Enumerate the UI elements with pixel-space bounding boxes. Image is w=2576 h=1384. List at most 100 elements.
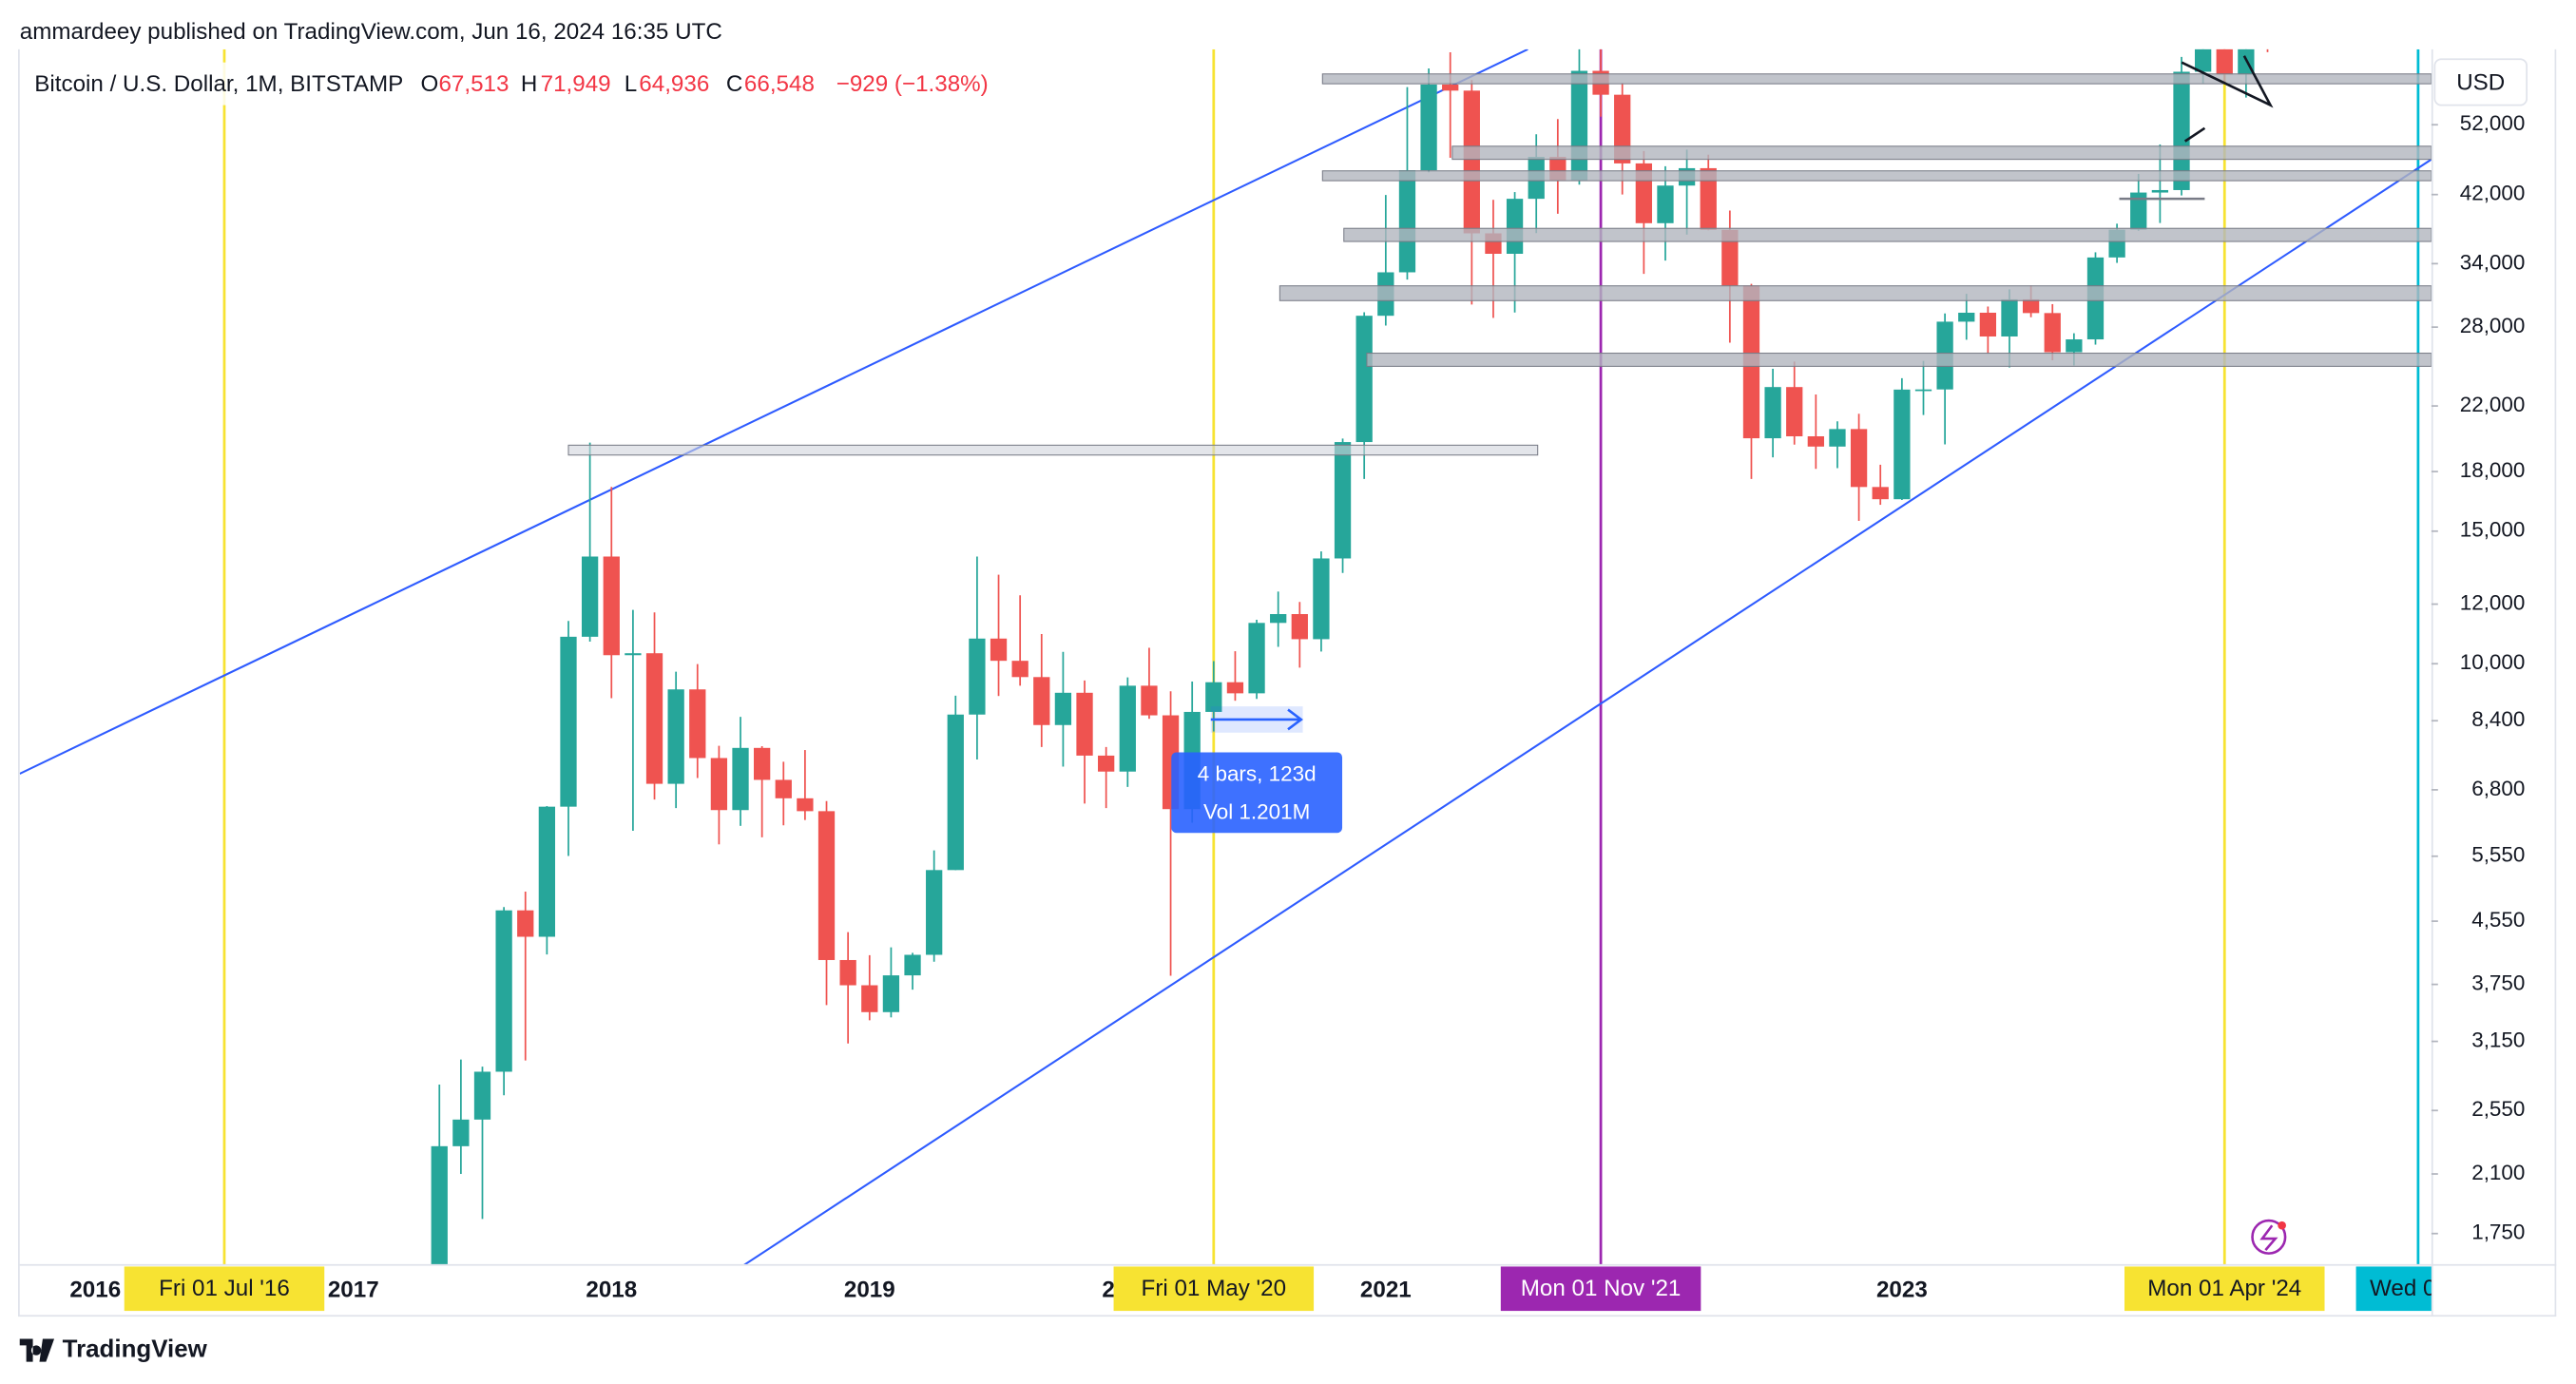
candle-body [1442,84,1459,91]
alert-icon-bolt [2259,1224,2278,1251]
candle-body [1807,436,1824,447]
candle-body [817,811,836,960]
candle-body [2173,71,2190,190]
date-label: Fri 01 Jul '16 [159,1276,290,1301]
candle-body [1764,387,1781,439]
date-label-box [2355,1266,2432,1312]
y-tick-label: 18,000 [2460,458,2526,482]
currency: USD [2456,70,2505,96]
candle-body [1420,84,1437,171]
candle-body [495,910,512,1072]
y-tick-label: 2,100 [2471,1161,2525,1184]
candle-body [2066,339,2083,353]
price-zone [1321,170,2432,182]
price-zone [1451,145,2432,161]
candle-body [1226,682,1244,694]
alert-icon[interactable] [2251,1219,2287,1255]
price-zone [1321,73,2432,85]
x-tick-label: 2021 [1360,1278,1412,1303]
candle-body [1979,312,1997,336]
candle-body [2151,189,2169,193]
candle-body [1098,755,1115,772]
trend-line [19,48,1528,775]
candle-body [2194,48,2212,72]
candle-body [2001,298,2018,336]
y-tick-label: 3,150 [2471,1028,2525,1052]
candle-body [1894,389,1911,500]
y-tick-label: 4,550 [2471,908,2525,932]
candle-body [754,747,771,780]
date-label: Mon 01 Nov '21 [1521,1276,1682,1301]
price-zone [1278,285,2432,301]
price-zone [1343,227,2432,242]
y-tick-label: 15,000 [2460,518,2526,542]
currency-box [2433,58,2528,106]
candle-body [452,1119,470,1146]
y-tick-label: 34,000 [2460,250,2526,274]
candle-body [2044,313,2061,353]
candle-body [1700,167,1717,230]
candle-body [560,636,577,807]
candle-body [538,806,556,937]
candle-body [1958,312,1975,322]
candle-body [1119,685,1136,772]
y-tick-label: 1,750 [2471,1221,2525,1244]
y-tick-label: 28,000 [2460,314,2526,337]
candle-body [1291,614,1308,640]
candle-body [645,653,663,784]
candle-body [969,638,986,715]
candle-body [710,758,728,811]
candle-body [1657,185,1674,223]
legend-bg [23,62,1009,106]
x-tick-label: 2023 [1876,1278,1928,1303]
date-label-box [1113,1266,1315,1312]
date-label: Mon 01 Apr '24 [2147,1276,2301,1301]
measure-arrowhead [1287,708,1303,731]
measure-bars: 4 bars, 123d [1198,762,1317,786]
candle-body [1786,387,1803,437]
candle-body [839,959,856,986]
drawing-arrow [2181,55,2274,108]
price-zone [1366,353,2432,367]
candle-body [689,689,706,759]
candle-body [667,689,684,784]
candle-body [1914,389,1932,392]
ohlc-letter: H [521,71,537,97]
candle-body [904,954,921,976]
symbol: Bitcoin / U.S. Dollar, 1M, BITSTAMP [34,71,403,97]
candle-body [775,779,792,798]
candle-body [990,638,1008,662]
date-label-box [2124,1266,2325,1312]
candle-body [603,556,620,656]
candle-body [797,798,814,812]
candle-body [1334,442,1352,559]
date-label: Fri 01 May '20 [1142,1276,1286,1301]
candle-body [1506,199,1524,254]
author-line: ammardeey published on TradingView.com, … [20,19,722,45]
candle-body [1398,170,1416,273]
candle-body [1850,429,1868,488]
x-tick-label: 2018 [586,1278,637,1303]
y-tick-label: 5,550 [2471,843,2525,867]
candle-body [581,556,599,637]
candle-body [625,653,642,656]
candle-body [1463,90,1480,234]
ohlc-value: 66,548 [744,71,815,97]
ohlc-letter: L [625,71,637,97]
brand: TradingView [63,1336,208,1362]
candle-body [1355,316,1373,443]
candle-body [882,975,900,1012]
candle-body [1205,682,1222,712]
candle-body [2216,48,2233,75]
candle-body [473,1071,491,1120]
trend-line [743,158,2432,1265]
candle-body [2022,298,2040,314]
candle-body [947,714,964,871]
candle-body [1054,692,1072,725]
y-tick-label: 52,000 [2460,111,2526,135]
candle-body [517,910,534,937]
x-axis: 2016201720182019202020212023Fri 01 Jul '… [69,1266,2432,1312]
measure-box [1171,752,1343,834]
